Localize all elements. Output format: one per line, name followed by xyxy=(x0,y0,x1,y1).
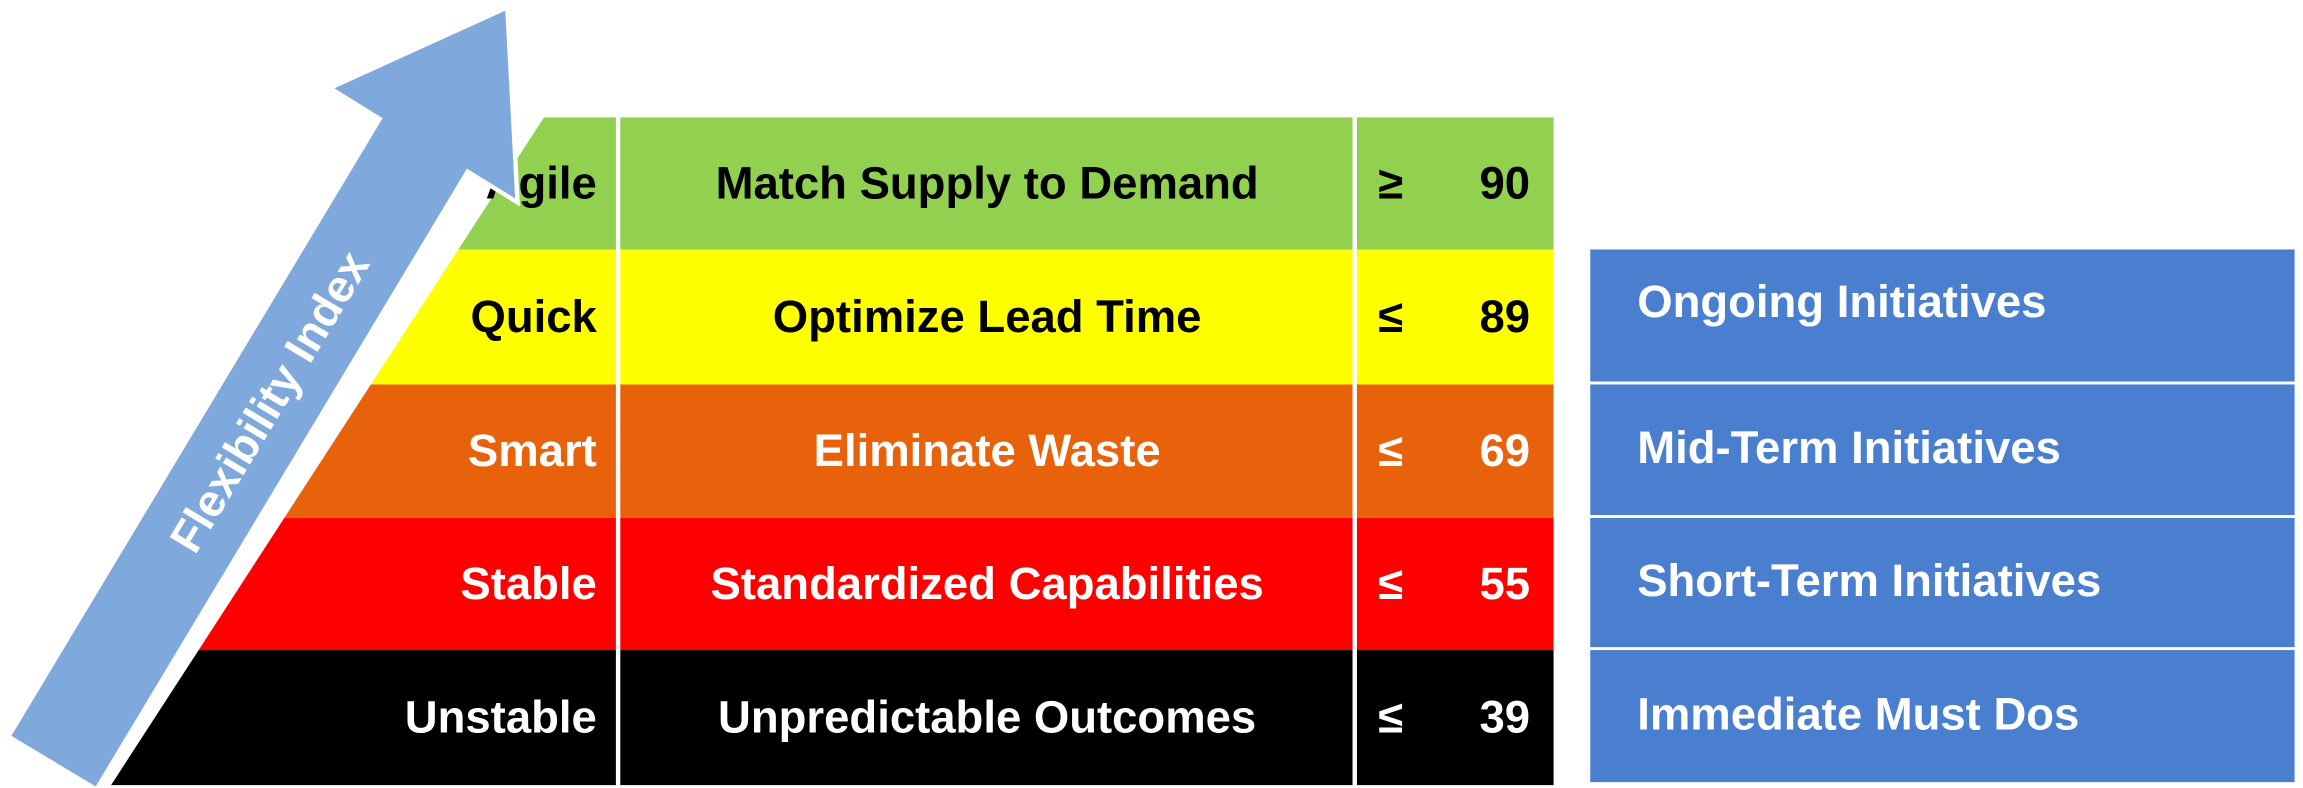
level-operator: ≤ xyxy=(1378,692,1403,743)
level-operator: ≥ xyxy=(1378,157,1403,208)
level-description: Standardized Capabilities xyxy=(710,558,1263,609)
level-threshold: 90 xyxy=(1480,157,1531,208)
level-band xyxy=(198,517,1554,651)
level-description: Eliminate Waste xyxy=(814,425,1161,476)
level-threshold: 55 xyxy=(1480,558,1531,609)
column-divider xyxy=(615,117,621,788)
level-operator: ≤ xyxy=(1378,291,1403,342)
level-threshold: 89 xyxy=(1480,291,1531,342)
initiative-box xyxy=(1590,650,2295,783)
level-name: Smart xyxy=(468,425,597,476)
level-operator: ≤ xyxy=(1378,425,1403,476)
level-description: Unpredictable Outcomes xyxy=(718,692,1256,743)
level-band xyxy=(458,117,1554,250)
initiative-box xyxy=(1590,384,2295,516)
level-name: Quick xyxy=(470,291,597,342)
initiative-box xyxy=(1590,517,2295,648)
initiative-label: Immediate Must Dos xyxy=(1637,689,2079,740)
column-divider xyxy=(1352,117,1357,788)
level-threshold: 69 xyxy=(1480,425,1531,476)
level-name: Unstable xyxy=(405,692,597,743)
level-description: Match Supply to Demand xyxy=(716,157,1259,208)
initiatives: Ongoing Initiatives Mid-Term Initiatives S… xyxy=(1590,249,2295,783)
level-operator: ≤ xyxy=(1378,558,1403,609)
level-band xyxy=(111,650,1554,786)
level-description: Optimize Lead Time xyxy=(773,291,1202,342)
arrow xyxy=(5,3,520,788)
level-band xyxy=(284,384,1554,518)
initiative-box xyxy=(1590,249,2295,382)
level-threshold: 39 xyxy=(1480,692,1531,743)
initiative-label: Short-Term Initiatives xyxy=(1637,555,2101,606)
initiative-label: Ongoing Initiatives xyxy=(1637,276,2046,327)
level-band xyxy=(370,249,1554,385)
level-name: Stable xyxy=(460,558,596,609)
initiative-label: Mid-Term Initiatives xyxy=(1637,422,2061,473)
